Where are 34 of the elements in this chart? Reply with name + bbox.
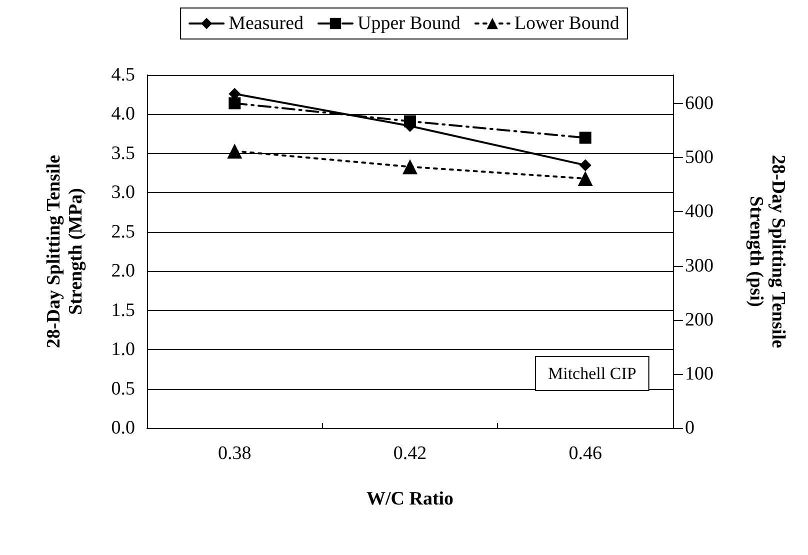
point	[579, 132, 592, 144]
y2-tick-label: 300	[685, 255, 714, 276]
y-tick-label: 3.0	[111, 182, 135, 204]
y-tick-label: 2.5	[111, 221, 135, 242]
point	[404, 115, 416, 128]
y2-tick-label: 600	[685, 93, 714, 114]
y2-tick-label: 200	[685, 309, 714, 330]
legend-label: Upper Bound	[358, 13, 461, 34]
point	[578, 171, 593, 186]
point	[227, 144, 242, 159]
point	[579, 159, 592, 172]
y2-tick-label: 100	[685, 363, 714, 384]
annotation: Mitchell CIP	[548, 364, 636, 383]
x-axis-title: W/C Ratio	[366, 488, 454, 510]
x-tick-label: 0.42	[393, 443, 427, 464]
y2-axis-title: 28-Day Splitting Tensile Strength (psi)	[746, 154, 788, 348]
legend-label: Lower Bound	[514, 13, 620, 34]
y2-tick-label: 500	[685, 147, 714, 168]
y2-tick-label: 400	[685, 201, 714, 222]
y2-tick-label: 0	[685, 418, 694, 438]
point	[228, 97, 241, 110]
y-tick-label: 4.5	[111, 64, 135, 86]
y-tick-label: 1.5	[111, 300, 135, 321]
y-tick-label: 4.0	[111, 104, 135, 125]
y-tick-label: 1.0	[111, 339, 135, 360]
x-tick-label: 0.38	[218, 443, 252, 464]
y-tick-label: 0.5	[111, 378, 135, 400]
y-tick-label: 3.5	[111, 142, 135, 164]
y-axis-title: 28-Day Splitting Tensile Strength (MPa)	[44, 154, 86, 348]
legend-label: Measured	[228, 13, 304, 34]
point	[402, 159, 418, 174]
y-tick-label: 2.0	[111, 260, 135, 282]
y-tick-label: 0.0	[111, 418, 135, 438]
x-tick-label: 0.46	[568, 443, 602, 464]
